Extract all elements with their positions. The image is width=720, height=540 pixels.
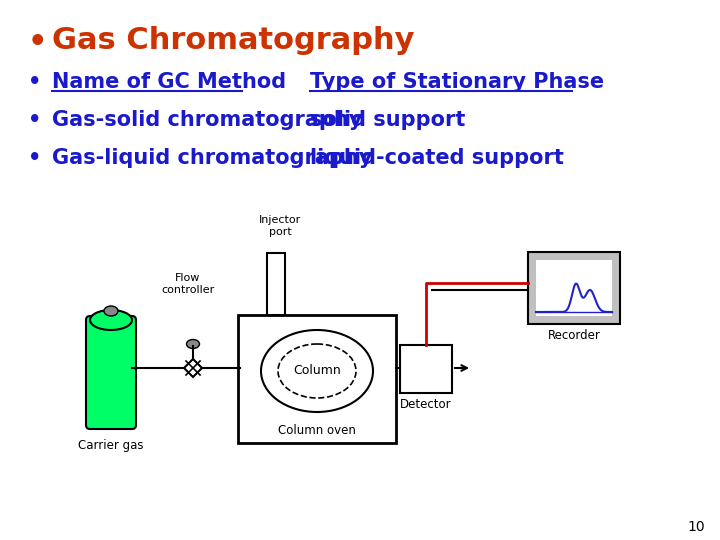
Text: Injector
port: Injector port (259, 215, 301, 237)
Polygon shape (184, 359, 202, 377)
Text: solid support: solid support (310, 110, 465, 130)
Text: •: • (28, 72, 41, 92)
Text: Gas Chromatography: Gas Chromatography (52, 26, 415, 55)
Bar (238, 315, 396, 443)
Text: Type of Stationary Phase: Type of Stationary Phase (310, 72, 604, 92)
Text: Carrier gas: Carrier gas (78, 439, 144, 452)
Text: Gas-solid chromatography: Gas-solid chromatography (52, 110, 362, 130)
Bar (528, 252, 620, 324)
Text: Recorder: Recorder (548, 329, 600, 342)
Text: Detector: Detector (400, 398, 452, 411)
Ellipse shape (278, 344, 356, 398)
Text: Flow
controller: Flow controller (161, 273, 215, 295)
Ellipse shape (186, 340, 199, 348)
Text: •: • (28, 148, 41, 168)
Text: •: • (28, 28, 48, 57)
Text: Column: Column (293, 364, 341, 377)
FancyBboxPatch shape (86, 316, 136, 429)
Text: Column oven: Column oven (278, 424, 356, 437)
Bar (400, 345, 452, 393)
Bar (536, 260, 612, 316)
Text: Name of GC Method: Name of GC Method (52, 72, 286, 92)
Ellipse shape (104, 306, 118, 316)
Bar (267, 253, 285, 315)
Text: liquid-coated support: liquid-coated support (310, 148, 564, 168)
Ellipse shape (261, 330, 373, 412)
Text: •: • (28, 110, 41, 130)
Text: 10: 10 (688, 520, 705, 534)
Text: Gas-liquid chromatography: Gas-liquid chromatography (52, 148, 372, 168)
Ellipse shape (90, 310, 132, 330)
